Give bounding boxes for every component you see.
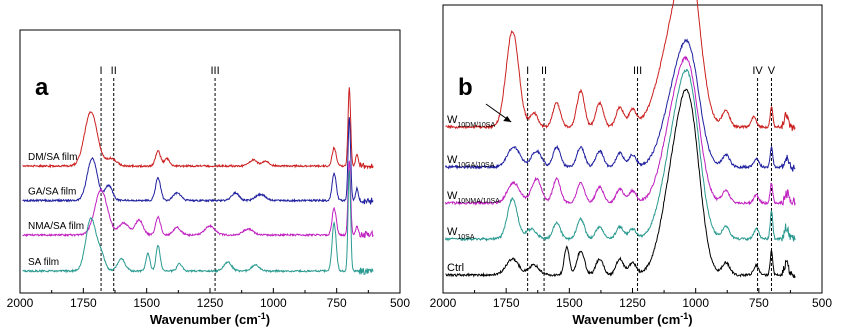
series-line <box>445 0 796 132</box>
series-label: Ctrl <box>447 262 464 274</box>
x-tick-label: 1750 <box>493 296 520 310</box>
band-marker-label: II <box>111 65 117 77</box>
series-label: DM/SA film <box>28 152 77 163</box>
series-line <box>22 169 374 275</box>
series-line <box>445 38 796 172</box>
series-label: NMA/SA film <box>28 221 84 232</box>
band-marker-label: III <box>210 65 219 77</box>
series-label: GA/SA film <box>28 187 76 198</box>
x-tick-label: 500 <box>390 296 410 310</box>
band-marker-label: III <box>633 65 642 77</box>
series-line <box>445 55 796 206</box>
x-tick-label: 1000 <box>682 296 709 310</box>
series-line <box>445 88 796 279</box>
series-line <box>22 160 374 239</box>
x-tick-label: 1500 <box>556 296 583 310</box>
series-label: W10NMA/10SA <box>447 190 500 205</box>
annotation-arrowhead <box>503 116 512 122</box>
band-marker-label: I <box>100 65 103 77</box>
x-axis-label: Wavenumber (cm-1) <box>572 311 692 327</box>
series-line <box>22 87 374 170</box>
panel-letter: a <box>35 74 49 101</box>
plot-frame <box>442 4 823 294</box>
x-tick-label: 2000 <box>7 296 34 310</box>
panel-letter: b <box>458 74 473 101</box>
x-axis-label: Wavenumber (cm-1) <box>150 311 270 327</box>
series-label: W10DM/10SA <box>447 114 495 129</box>
band-marker-label: I <box>526 65 529 77</box>
x-tick-label: 1500 <box>133 296 160 310</box>
panel-b-chart: 2000 1750 1500 1250 1000 750 500 Wavenumber (cm… <box>430 0 832 327</box>
x-tick-label: 500 <box>812 296 832 310</box>
series-label: W10GA/10SA <box>447 154 495 169</box>
band-marker-label: II <box>541 65 547 77</box>
series-label: W10SA <box>447 226 475 241</box>
x-tick-label: 1250 <box>619 296 646 310</box>
band-marker-label: V <box>768 65 776 77</box>
series-label: SA film <box>28 257 59 268</box>
x-tick-label: 1250 <box>197 296 224 310</box>
x-tick-label: 1000 <box>260 296 287 310</box>
x-tick-label: 750 <box>327 296 347 310</box>
series-line <box>22 117 374 205</box>
band-marker-label: IV <box>752 65 763 77</box>
x-tick-label: 750 <box>749 296 769 310</box>
x-tick-label: 1750 <box>70 296 97 310</box>
x-tick-label: 2000 <box>430 296 457 310</box>
series-line <box>445 68 796 243</box>
panel-a-chart: 2000 1750 1500 1250 1000 750 500 Wavenumber (cm… <box>7 29 410 327</box>
